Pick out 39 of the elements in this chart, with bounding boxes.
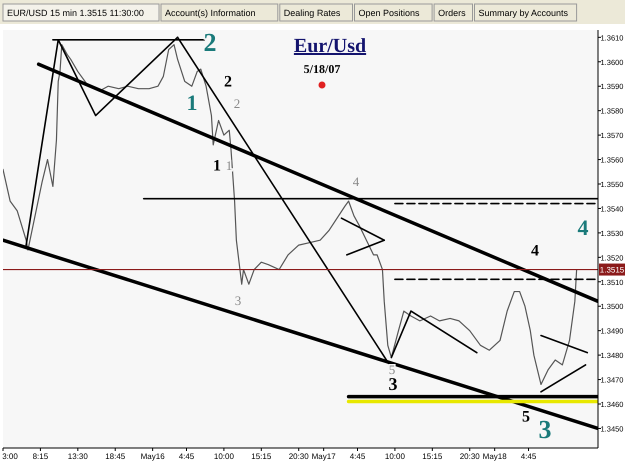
annotation: 4 xyxy=(352,174,360,189)
text: 5/18/07 xyxy=(304,62,340,76)
x-tick-label: 8:15 xyxy=(32,452,49,461)
text: Summary by Accounts xyxy=(478,8,569,18)
annotation: 3 xyxy=(538,414,552,444)
x-tick-label: 20:30 xyxy=(288,452,310,461)
x-tick-label: 13:30 xyxy=(68,452,88,461)
chart-title: Eur/Usd xyxy=(294,35,366,57)
text: Dealing Rates xyxy=(284,8,341,18)
ref-line-label: 1.3515 xyxy=(600,266,625,275)
x-tick-label: 10:00 xyxy=(214,452,234,461)
annotation: 2 xyxy=(204,28,216,57)
x-tick-label: May17 xyxy=(312,452,336,461)
annotation: 2 xyxy=(224,74,232,91)
annotation: 3 xyxy=(388,374,398,394)
x-tick-label: 20:30 xyxy=(460,452,480,461)
annotation: 4 xyxy=(531,242,539,260)
annotation: 1 xyxy=(186,90,198,116)
annotation: 5 xyxy=(522,408,530,426)
x-tick-label: 4:45 xyxy=(178,452,195,461)
x-tick-label: 4:45 xyxy=(520,452,537,461)
text: Open Positions xyxy=(358,8,420,18)
text: EUR/USD 15 min 1.3515 11:30:00 xyxy=(7,8,144,18)
annotation: 1 xyxy=(213,158,221,175)
annotation: 2 xyxy=(234,96,240,111)
x-tick-label: 4:45 xyxy=(350,452,366,461)
annotation: 5 xyxy=(388,362,396,377)
x-tick-label: May18 xyxy=(482,452,508,461)
x-tick-label: 15:15 xyxy=(251,452,272,461)
x-tick-label: 15:15 xyxy=(422,452,443,461)
annotation: 4 xyxy=(578,215,588,240)
annotation: 1 xyxy=(226,158,232,173)
x-tick-label: 18:45 xyxy=(105,452,126,461)
annotation: 3 xyxy=(234,292,242,308)
text: Account(s) Information xyxy=(165,8,256,18)
x-tick-label: 10:00 xyxy=(384,452,406,461)
x-tick-label: May16 xyxy=(140,452,166,461)
text: Orders xyxy=(438,8,466,18)
x-tick-label: 3:00 xyxy=(2,452,18,461)
